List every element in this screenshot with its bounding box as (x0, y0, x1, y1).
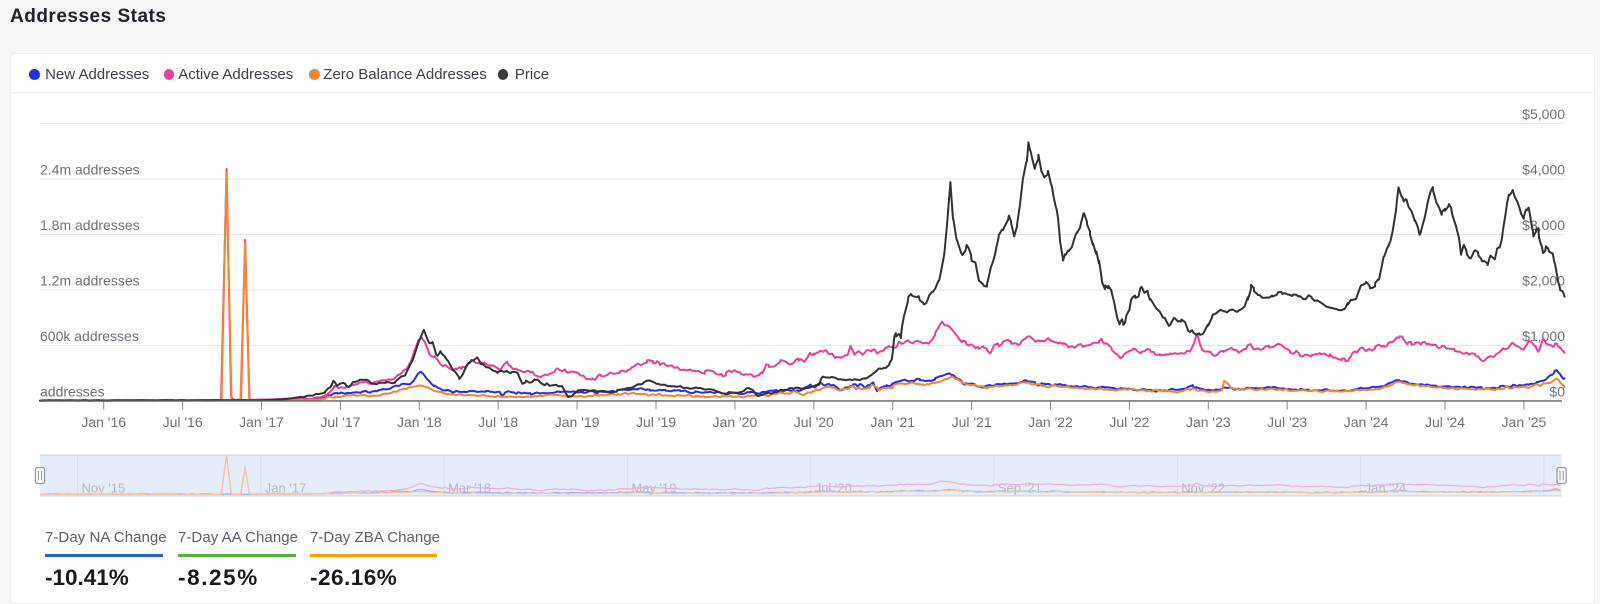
svg-text:Jan '23: Jan '23 (1186, 414, 1231, 430)
svg-text:$4,000: $4,000 (1522, 162, 1565, 178)
svg-text:Jan '16: Jan '16 (81, 414, 126, 430)
svg-text:$0: $0 (1549, 383, 1565, 399)
svg-text:Jan '25: Jan '25 (1502, 414, 1547, 430)
svg-text:Jan '17: Jan '17 (239, 414, 284, 430)
svg-text:Jul '18: Jul '18 (478, 414, 518, 430)
svg-text:Jan '17: Jan '17 (265, 481, 307, 496)
svg-text:Jan '24: Jan '24 (1344, 414, 1389, 430)
svg-text:Jul '21: Jul '21 (952, 414, 992, 430)
svg-text:Jul '20: Jul '20 (794, 414, 834, 430)
svg-text:Jan '19: Jan '19 (555, 414, 600, 430)
svg-text:$1,000: $1,000 (1522, 328, 1565, 344)
svg-text:Sep '21: Sep '21 (998, 481, 1042, 496)
svg-text:Nov '15: Nov '15 (82, 481, 126, 496)
svg-text:Jul '19: Jul '19 (636, 414, 676, 430)
svg-text:Jul '16: Jul '16 (163, 414, 203, 430)
svg-text:600k addresses: 600k addresses (40, 328, 139, 344)
svg-text:1.2m addresses: 1.2m addresses (40, 273, 140, 289)
svg-text:$3,000: $3,000 (1522, 217, 1565, 233)
svg-text:2.4m addresses: 2.4m addresses (40, 162, 140, 178)
svg-text:Jul '23: Jul '23 (1267, 414, 1307, 430)
svg-text:Jan '20: Jan '20 (713, 414, 758, 430)
svg-text:Jul '20: Jul '20 (815, 481, 852, 496)
svg-text:Jan '24: Jan '24 (1365, 481, 1407, 496)
svg-text:Jul '17: Jul '17 (320, 414, 360, 430)
svg-text:$5,000: $5,000 (1522, 106, 1565, 122)
svg-text:addresses: addresses (40, 383, 105, 399)
svg-text:Jul '24: Jul '24 (1425, 414, 1465, 430)
svg-text:1.8m addresses: 1.8m addresses (40, 217, 140, 233)
svg-text:Jan '18: Jan '18 (397, 414, 442, 430)
svg-text:Jan '22: Jan '22 (1028, 414, 1073, 430)
svg-text:$2,000: $2,000 (1522, 273, 1565, 289)
svg-text:Jan '21: Jan '21 (870, 414, 915, 430)
svg-text:Jul '22: Jul '22 (1109, 414, 1149, 430)
